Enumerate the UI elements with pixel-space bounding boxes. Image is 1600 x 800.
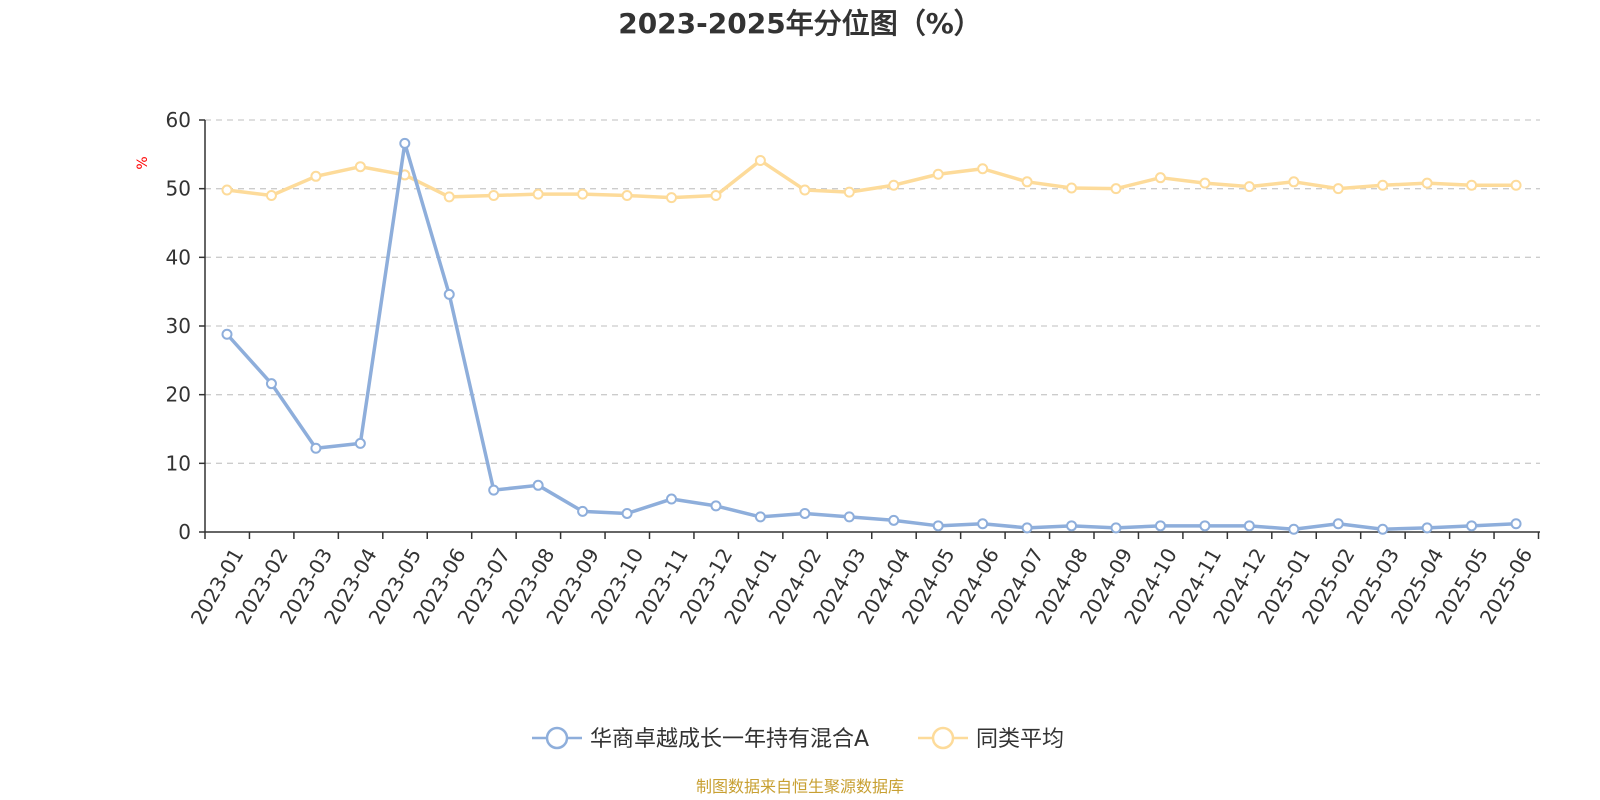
data-point[interactable] [532, 479, 544, 491]
y-tick-label: 20 [166, 383, 191, 407]
legend-circle-icon [545, 726, 569, 750]
data-point[interactable] [1332, 183, 1344, 195]
legend-label: 华商卓越成长一年持有混合A [590, 727, 869, 752]
data-point[interactable] [1377, 523, 1389, 535]
data-point[interactable] [1332, 518, 1344, 530]
data-point[interactable] [977, 163, 989, 175]
data-point[interactable] [1110, 183, 1122, 195]
data-point[interactable] [1154, 172, 1166, 184]
data-point[interactable] [932, 520, 944, 532]
data-point[interactable] [488, 484, 500, 496]
data-point[interactable] [621, 507, 633, 519]
series-lines [221, 137, 1522, 535]
data-point[interactable] [977, 518, 989, 530]
y-tick-label: 40 [166, 245, 191, 269]
data-point[interactable] [1466, 520, 1478, 532]
chart-title: 2023-2025年分位图（%） [618, 7, 982, 40]
data-point[interactable] [843, 186, 855, 198]
data-point[interactable] [1377, 179, 1389, 191]
legend[interactable]: 华商卓越成长一年持有混合A 同类平均 [532, 726, 1064, 752]
legend-item-0[interactable]: 华商卓越成长一年持有混合A [532, 726, 869, 752]
data-point[interactable] [354, 161, 366, 173]
data-point[interactable] [399, 137, 411, 149]
data-point[interactable] [1288, 176, 1300, 188]
data-point[interactable] [666, 192, 677, 204]
data-point[interactable] [1021, 522, 1033, 534]
data-point[interactable] [754, 511, 766, 523]
data-point[interactable] [1154, 520, 1166, 532]
data-point[interactable] [1421, 522, 1433, 534]
data-point[interactable] [265, 190, 277, 202]
data-point[interactable] [888, 514, 900, 526]
data-point[interactable] [310, 170, 322, 182]
data-point[interactable] [1510, 518, 1522, 530]
data-point[interactable] [843, 511, 855, 523]
data-point[interactable] [354, 437, 366, 449]
data-point[interactable] [310, 442, 322, 454]
data-point[interactable] [932, 168, 944, 180]
data-point[interactable] [1199, 177, 1211, 189]
data-point[interactable] [265, 378, 277, 390]
series-line-0 [225, 141, 1517, 532]
legend-item-1[interactable]: 同类平均 [918, 726, 1064, 752]
data-point[interactable] [1466, 179, 1478, 191]
data-point[interactable] [666, 493, 677, 505]
series-0 [221, 137, 1522, 535]
data-point[interactable] [577, 188, 589, 200]
data-point[interactable] [221, 328, 233, 340]
y-tick-label: 60 [166, 108, 191, 132]
legend-label: 同类平均 [976, 727, 1064, 752]
data-point[interactable] [1110, 522, 1122, 534]
data-point[interactable] [221, 184, 233, 196]
data-point[interactable] [1021, 176, 1033, 188]
series-line-1 [226, 158, 1517, 200]
legend-circle-icon [931, 726, 955, 750]
data-point[interactable] [1243, 181, 1255, 193]
data-point[interactable] [443, 288, 455, 300]
data-point[interactable] [710, 500, 722, 512]
data-point[interactable] [710, 190, 722, 202]
data-point[interactable] [1243, 520, 1255, 532]
data-point[interactable] [1199, 520, 1211, 532]
data-point[interactable] [754, 155, 766, 167]
grid-lines [205, 119, 1540, 464]
data-point[interactable] [443, 191, 455, 203]
series-1 [221, 155, 1522, 204]
y-tick-label: 10 [166, 451, 191, 475]
data-point[interactable] [577, 505, 589, 517]
y-tick-label: 50 [166, 177, 191, 201]
data-point[interactable] [621, 190, 633, 202]
data-point[interactable] [1066, 182, 1078, 194]
data-point[interactable] [888, 179, 900, 191]
data-source-note: 制图数据来自恒生聚源数据库 [696, 777, 904, 796]
data-point[interactable] [532, 188, 544, 200]
data-point[interactable] [799, 507, 811, 519]
y-axis-unit-label: % [135, 156, 151, 169]
data-point[interactable] [1421, 177, 1433, 189]
data-point[interactable] [1066, 520, 1078, 532]
data-point[interactable] [488, 190, 500, 202]
y-tick-label: 30 [166, 314, 191, 338]
y-tick-label: 0 [178, 520, 191, 544]
data-point[interactable] [799, 184, 811, 196]
data-point[interactable] [1288, 523, 1300, 535]
data-point[interactable] [1510, 179, 1522, 191]
